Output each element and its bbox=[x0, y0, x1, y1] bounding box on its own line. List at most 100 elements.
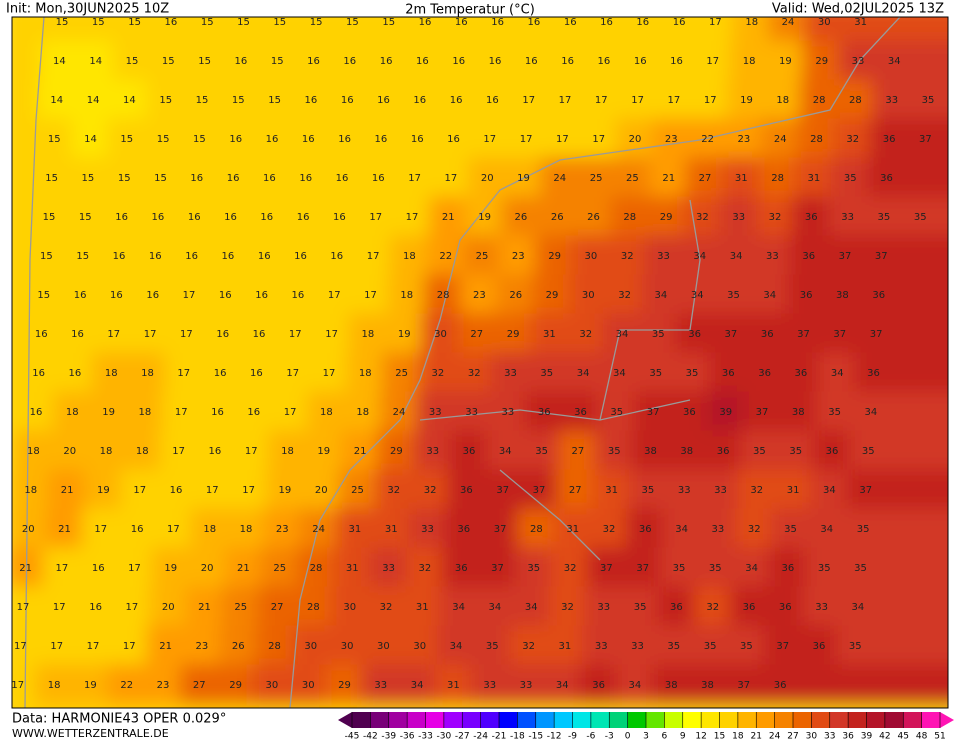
temperature-value: 36 bbox=[639, 524, 652, 535]
temperature-value: 32 bbox=[618, 290, 631, 301]
colorbar-tick-label: 33 bbox=[824, 732, 835, 742]
field-cell bbox=[633, 391, 673, 433]
field-cell bbox=[595, 430, 634, 472]
field-cell bbox=[859, 274, 898, 316]
temperature-value: 36 bbox=[774, 680, 787, 691]
field-cell bbox=[281, 235, 320, 277]
field-cell bbox=[55, 352, 95, 394]
temperature-value: 16 bbox=[222, 251, 235, 262]
field-cell bbox=[92, 352, 131, 394]
temperature-value: 16 bbox=[411, 134, 424, 145]
field-cell bbox=[71, 664, 110, 706]
temperature-value: 17 bbox=[242, 485, 255, 496]
field-cell bbox=[784, 313, 823, 355]
temperature-value: 15 bbox=[79, 212, 92, 223]
temperature-value: 17 bbox=[704, 95, 717, 106]
field-cell bbox=[169, 274, 209, 316]
field-cell bbox=[377, 430, 416, 472]
field-cell bbox=[867, 157, 906, 199]
field-cell bbox=[182, 625, 222, 667]
field-cell bbox=[333, 17, 372, 43]
field-cell bbox=[97, 274, 136, 316]
temperature-value: 35 bbox=[857, 524, 870, 535]
temperature-value: 16 bbox=[294, 251, 307, 262]
colorbar-swatch bbox=[609, 712, 629, 728]
field-cell bbox=[270, 391, 310, 433]
temperature-value: 25 bbox=[626, 173, 639, 184]
field-cell bbox=[37, 79, 76, 121]
field-cell bbox=[60, 274, 100, 316]
temperature-value: 14 bbox=[50, 95, 63, 106]
field-cell bbox=[493, 313, 533, 355]
init-label: Init: Mon,30JUN2025 10Z bbox=[6, 2, 169, 17]
field-cell bbox=[107, 118, 146, 160]
temperature-value: 31 bbox=[735, 173, 748, 184]
temperature-value: 18 bbox=[400, 290, 413, 301]
temperature-value: 23 bbox=[473, 290, 486, 301]
temperature-value: 18 bbox=[240, 524, 253, 535]
temperature-value: 35 bbox=[849, 641, 862, 652]
field-cell bbox=[315, 274, 354, 316]
temperature-value: 16 bbox=[302, 134, 315, 145]
temperature-value: 35 bbox=[727, 290, 740, 301]
field-cell bbox=[662, 508, 701, 550]
temperature-value: 14 bbox=[89, 56, 102, 67]
temperature-value: 31 bbox=[605, 485, 618, 496]
temperature-value: 16 bbox=[333, 212, 346, 223]
colorbar-swatch bbox=[590, 712, 610, 728]
colorbar-swatch bbox=[646, 712, 665, 728]
field-cell bbox=[71, 118, 110, 160]
field-cell bbox=[722, 157, 761, 199]
temperature-value: 31 bbox=[808, 173, 821, 184]
temperature-value: 29 bbox=[390, 446, 403, 457]
temperature-value: 16 bbox=[71, 329, 84, 340]
temperature-value: 17 bbox=[177, 368, 190, 379]
temperature-value: 29 bbox=[338, 680, 351, 691]
field-cell bbox=[296, 17, 336, 43]
temperature-value: 15 bbox=[201, 17, 214, 28]
field-cell bbox=[302, 469, 341, 511]
field-cell bbox=[330, 586, 369, 628]
field-cell bbox=[846, 469, 885, 511]
field-cell-edge bbox=[943, 118, 948, 160]
temperature-value: 28 bbox=[771, 173, 784, 184]
colorbar-swatch bbox=[921, 712, 941, 728]
temperature-value: 36 bbox=[880, 173, 893, 184]
field-cell bbox=[73, 79, 113, 121]
colorbar-tick-label: -33 bbox=[418, 732, 433, 742]
field-cell bbox=[369, 17, 408, 43]
temperature-value: 30 bbox=[434, 329, 447, 340]
temperature-value: 16 bbox=[30, 407, 43, 418]
temperature-value: 15 bbox=[128, 17, 141, 28]
field-cell bbox=[478, 547, 517, 589]
temperature-value: 16 bbox=[209, 446, 222, 457]
field-cell bbox=[499, 235, 538, 277]
field-cell bbox=[709, 352, 748, 394]
field-cell bbox=[735, 508, 774, 550]
temperature-value: 17 bbox=[50, 641, 63, 652]
field-cell bbox=[141, 157, 180, 199]
temperature-value: 21 bbox=[237, 563, 250, 574]
temperature-value: 30 bbox=[585, 251, 598, 262]
colorbar-tick-label: 12 bbox=[695, 732, 706, 742]
temperature-value: 16 bbox=[32, 368, 45, 379]
field-cell-edge bbox=[891, 352, 948, 394]
field-cell bbox=[410, 469, 450, 511]
field-cell bbox=[159, 430, 198, 472]
temperature-value: 31 bbox=[416, 602, 429, 613]
field-cell bbox=[506, 118, 546, 160]
field-cell bbox=[587, 17, 626, 43]
colorbar-tick-label: 3 bbox=[643, 732, 649, 742]
temperature-value: 37 bbox=[533, 485, 546, 496]
temperature-value: 16 bbox=[673, 17, 686, 28]
field-cell bbox=[605, 274, 644, 316]
temperature-value: 18 bbox=[48, 680, 61, 691]
temperature-value: 17 bbox=[328, 290, 341, 301]
temperature-value: 16 bbox=[255, 290, 268, 301]
temperature-value: 22 bbox=[701, 134, 714, 145]
field-cell bbox=[216, 118, 255, 160]
field-cell bbox=[338, 469, 377, 511]
field-cell bbox=[289, 118, 328, 160]
